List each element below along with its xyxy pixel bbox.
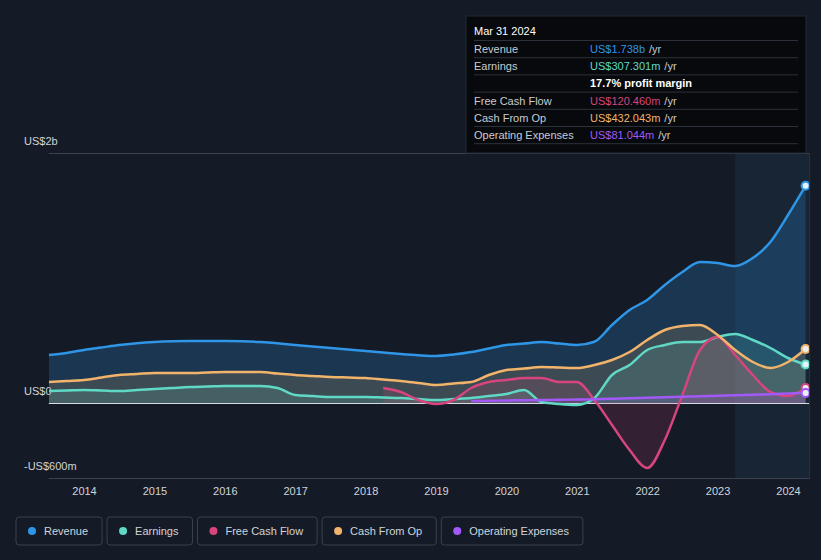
legend-item[interactable]: Cash From Op <box>322 517 436 545</box>
x-tick: 2016 <box>213 478 237 497</box>
x-tick: 2018 <box>354 478 378 497</box>
legend-label[interactable]: Revenue <box>44 525 88 537</box>
y-tick-label: US$0 <box>24 385 52 397</box>
x-tick: 2015 <box>143 478 167 497</box>
legend-label[interactable]: Free Cash Flow <box>225 525 303 537</box>
x-tick-label: 2019 <box>424 485 448 497</box>
series-line <box>471 393 805 401</box>
y-axis-line <box>49 154 810 479</box>
y-tick-label: -US$600m <box>24 460 77 472</box>
summary-value: 17.7% profit margin <box>590 77 692 89</box>
summary-value-text: US$307.301m <box>590 60 660 72</box>
x-tick: 2019 <box>424 478 448 497</box>
x-tick: 2024 <box>776 478 800 497</box>
summary-separator <box>474 92 798 93</box>
x-tick: 2020 <box>495 478 519 497</box>
summary-separator <box>474 74 798 75</box>
legend-box[interactable] <box>107 517 192 545</box>
summary-suffix: /yr <box>664 95 677 107</box>
summary-suffix: /yr <box>649 43 662 55</box>
legend-label[interactable]: Operating Expenses <box>469 525 569 537</box>
x-tick: 2014 <box>72 478 96 497</box>
series-area <box>471 393 805 403</box>
summary-value: US$81.044m/yr <box>590 129 671 141</box>
summary-bg <box>466 16 806 153</box>
x-tick-label: 2021 <box>565 485 589 497</box>
summary-separator <box>474 40 798 41</box>
end-dot <box>802 345 810 353</box>
x-tick-label: 2017 <box>283 485 307 497</box>
legend-swatch <box>28 527 36 535</box>
x-tick-label: 2016 <box>213 485 237 497</box>
summary-value-text: US$1.738b <box>590 43 645 55</box>
series-line <box>49 325 806 385</box>
legend-swatch <box>453 527 461 535</box>
x-tick-label: 2014 <box>72 485 96 497</box>
summary-separator <box>474 143 798 144</box>
legend-swatch <box>119 527 127 535</box>
y-tick-label: US$2b <box>24 135 58 147</box>
legend-item[interactable]: Operating Expenses <box>441 517 583 545</box>
summary-separator <box>474 109 798 110</box>
x-axis-line <box>49 478 809 479</box>
summary-suffix: /yr <box>664 60 677 72</box>
x-tick-label: 2024 <box>776 485 800 497</box>
series-line <box>49 186 806 356</box>
end-dot <box>802 182 810 190</box>
x-tick-label: 2018 <box>354 485 378 497</box>
legend-box[interactable] <box>322 517 436 545</box>
y-tick: -US$600m <box>24 460 809 479</box>
summary-separator <box>474 57 798 58</box>
summary-value-text: 17.7% profit margin <box>590 77 692 89</box>
legend-box[interactable] <box>197 517 317 545</box>
summary-title: Mar 31 2024 <box>474 25 536 37</box>
x-tick-label: 2023 <box>706 485 730 497</box>
summary-label: Operating Expenses <box>474 129 574 141</box>
series-area <box>49 325 806 403</box>
x-tick: 2017 <box>283 478 307 497</box>
summary-suffix: /yr <box>658 129 671 141</box>
legend-box[interactable] <box>441 517 583 545</box>
x-tick-label: 2022 <box>635 485 659 497</box>
legend-swatch <box>209 527 217 535</box>
summary-value: US$120.460m/yr <box>590 95 677 107</box>
x-tick: 2023 <box>706 478 730 497</box>
x-tick-label: 2020 <box>495 485 519 497</box>
end-dot <box>802 389 810 397</box>
legend-swatch <box>334 527 342 535</box>
summary-label: Cash From Op <box>474 112 546 124</box>
x-tick-label: 2015 <box>143 485 167 497</box>
summary-value-text: US$81.044m <box>590 129 654 141</box>
summary-value: US$432.043m/yr <box>590 112 677 124</box>
y-axis: -US$600m US$0 US$2b <box>24 135 810 479</box>
summary-separator <box>474 126 798 127</box>
legend: Revenue Earnings Free Cash Flow Cash From O… <box>16 517 583 545</box>
summary-box: Mar 31 2024 Revenue US$1.738b/yr Earnings US… <box>466 16 806 153</box>
x-tick: 2021 <box>565 478 589 497</box>
end-dot <box>802 361 810 369</box>
summary-label: Revenue <box>474 43 518 55</box>
summary-label: Free Cash Flow <box>474 95 552 107</box>
summary-suffix: /yr <box>664 112 677 124</box>
summary-value: US$307.301m/yr <box>590 60 677 72</box>
legend-label[interactable]: Earnings <box>135 525 179 537</box>
legend-label[interactable]: Cash From Op <box>350 525 422 537</box>
legend-item[interactable]: Free Cash Flow <box>197 517 317 545</box>
summary-value-text: US$432.043m <box>590 112 660 124</box>
summary-label: Earnings <box>474 60 518 72</box>
summary-value: US$1.738b/yr <box>590 43 662 55</box>
legend-item[interactable]: Earnings <box>107 517 192 545</box>
chart: -US$600mUS$0US$2b20142015201620172018201… <box>0 0 821 560</box>
x-axis: 2014 2015 2016 2017 2018 2019 2020 2021 2022 2023… <box>49 478 809 497</box>
plot-area <box>49 182 809 468</box>
x-tick: 2022 <box>635 478 659 497</box>
legend-box[interactable] <box>16 517 102 545</box>
grid-line <box>49 478 809 479</box>
summary-value-text: US$120.460m <box>590 95 660 107</box>
legend-item[interactable]: Revenue <box>16 517 102 545</box>
